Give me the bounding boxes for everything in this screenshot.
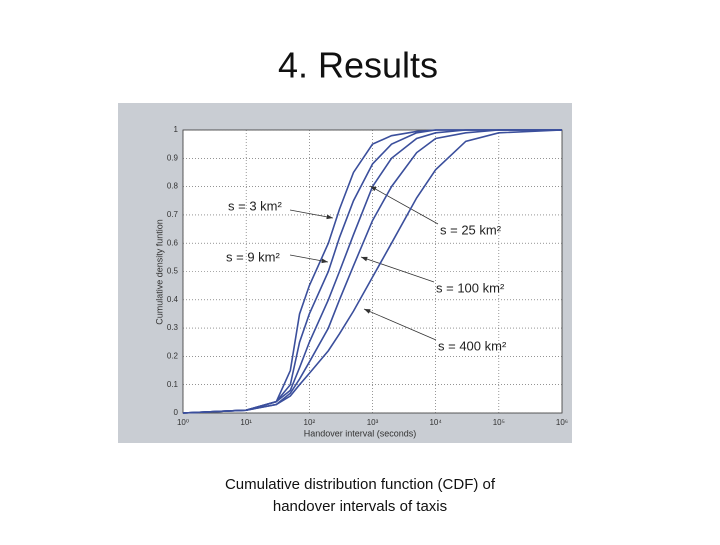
x-tick-label: 10²	[304, 418, 316, 427]
y-tick-label: 0	[174, 408, 179, 417]
series-label: s = 400 km²	[438, 338, 507, 353]
annotation-arrow	[369, 185, 439, 225]
series-label: s = 100 km²	[436, 280, 505, 295]
caption-line: Cumulative distribution function (CDF) o…	[225, 476, 496, 493]
series-line	[182, 129, 562, 414]
slide-title: 4. Results	[278, 45, 438, 86]
series-label: s = 25 km²	[440, 222, 502, 237]
annotation-arrow	[289, 209, 334, 220]
x-axis-label: Handover interval (seconds)	[304, 428, 417, 438]
y-tick-label: 0.8	[167, 182, 179, 191]
x-tick-label: 10⁴	[429, 418, 442, 427]
x-tick-label: 10¹	[240, 418, 252, 427]
series-line	[182, 129, 562, 414]
y-axis-label: Cumulative density funtion	[154, 219, 164, 325]
series-line	[182, 129, 563, 414]
x-tick-label: 10⁶	[556, 418, 568, 427]
x-tick-label: 10⁰	[177, 418, 189, 427]
series-line	[182, 129, 562, 414]
y-tick-label: 0.7	[167, 210, 179, 219]
y-tick-label: 0.6	[167, 238, 179, 247]
x-tick-label: 10³	[367, 418, 379, 427]
y-tick-label: 0.2	[167, 352, 179, 361]
annotation-arrow	[363, 308, 437, 341]
caption-line: handover intervals of taxis	[273, 498, 447, 515]
y-tick-label: 0.4	[167, 295, 179, 304]
y-tick-label: 0.1	[167, 380, 179, 389]
y-tick-label: 0.3	[167, 323, 179, 332]
y-tick-label: 0.9	[167, 153, 179, 162]
series-label: s = 3 km²	[228, 198, 282, 213]
y-tick-label: 1	[174, 125, 179, 134]
y-tick-label: 0.5	[167, 267, 179, 276]
annotation-arrow	[360, 256, 435, 283]
x-tick-label: 10⁵	[493, 418, 505, 427]
series-label: s = 9 km²	[226, 249, 280, 264]
annotation-arrow	[289, 254, 329, 264]
